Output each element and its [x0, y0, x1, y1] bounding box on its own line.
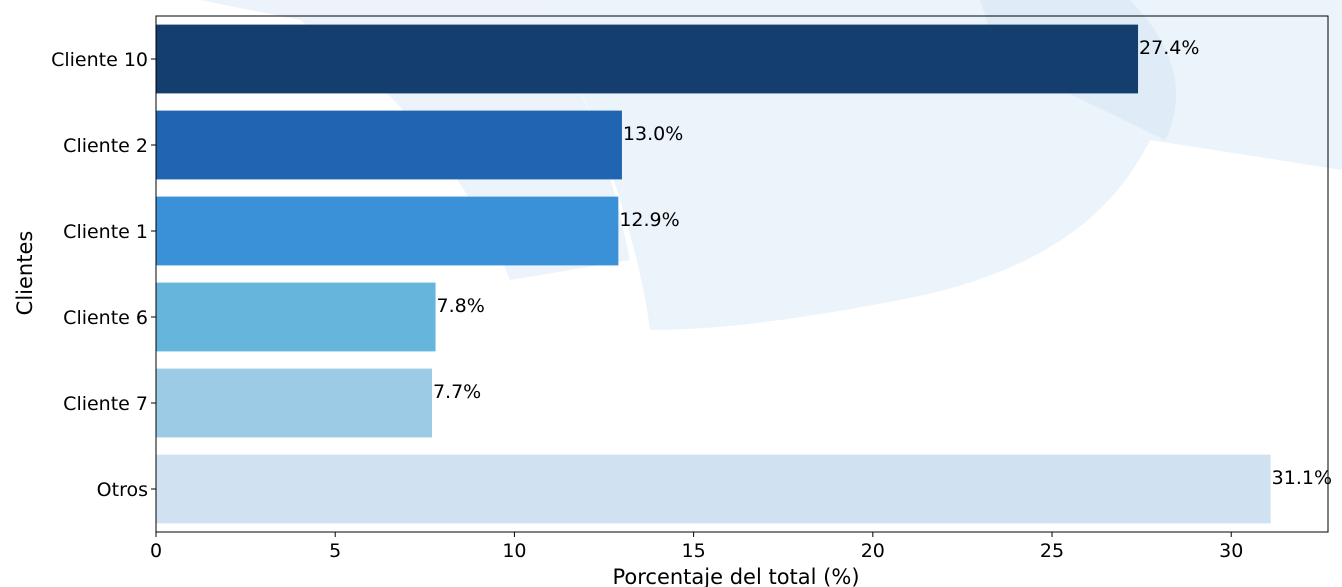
bar-3	[156, 282, 436, 352]
bars-group	[156, 24, 1271, 524]
bar-2	[156, 196, 619, 266]
bar-5	[156, 454, 1271, 524]
x-tick-label-6: 30	[1219, 540, 1243, 562]
bar-4	[156, 368, 432, 438]
value-label-0: 27.4%	[1139, 37, 1199, 59]
plot-frame	[155, 15, 1329, 533]
y-tick-label-3: Cliente 6	[63, 307, 148, 329]
y-tick-label-5: Otros	[97, 479, 148, 501]
value-label-5: 31.1%	[1272, 467, 1332, 489]
y-tick-label-1: Cliente 2	[63, 135, 148, 157]
x-tick-label-5: 25	[1040, 540, 1064, 562]
y-tick-label-4: Cliente 7	[63, 393, 148, 415]
value-label-4: 7.7%	[433, 381, 481, 403]
x-tick-label-3: 15	[682, 540, 706, 562]
x-axis-title: Porcentaje del total (%)	[612, 565, 859, 587]
value-labels-group: 27.4% 13.0% 12.9% 7.8% 7.7% 31.1%	[433, 37, 1332, 489]
value-label-2: 12.9%	[619, 209, 679, 231]
y-tick-label-0: Cliente 10	[51, 49, 148, 71]
x-tick-label-4: 20	[861, 540, 885, 562]
bar-0	[156, 24, 1139, 94]
y-axis-title: Clientes	[13, 231, 37, 316]
y-tick-label-2: Cliente 1	[63, 221, 148, 243]
bar-1	[156, 110, 622, 180]
value-label-3: 7.8%	[437, 295, 485, 317]
value-label-1: 13.0%	[623, 123, 683, 145]
x-tick-label-0: 0	[150, 540, 162, 562]
axes-group: Cliente 10 Cliente 2 Cliente 1 Cliente 6 Cli…	[51, 15, 1329, 562]
x-tick-label-1: 5	[329, 540, 341, 562]
x-tick-label-2: 10	[502, 540, 526, 562]
